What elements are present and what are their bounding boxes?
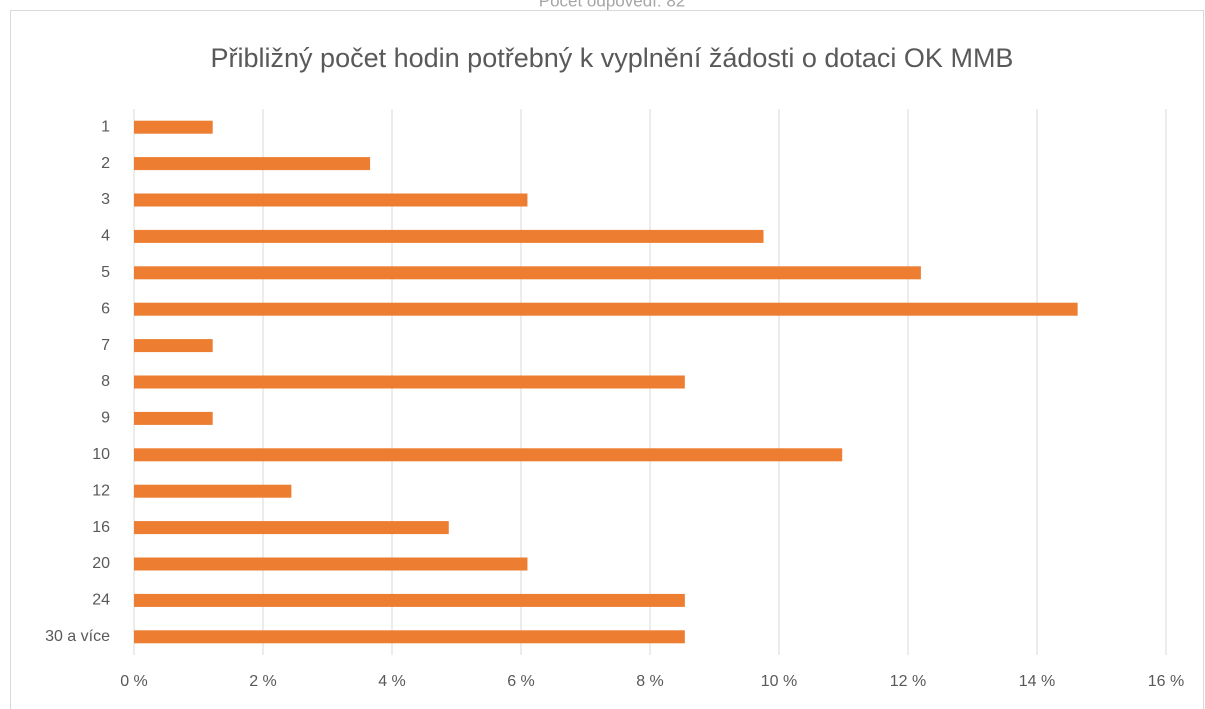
chart-title: Přibližný počet hodin potřebný k vyplněn…	[211, 43, 1014, 73]
y-tick-label: 6	[101, 300, 110, 317]
y-tick-label: 12	[92, 482, 110, 499]
y-tick-label: 10	[92, 446, 110, 463]
x-tick-label: 2 %	[249, 673, 277, 690]
y-tick-label: 4	[101, 228, 110, 245]
bar	[134, 630, 685, 644]
y-tick-label: 1	[101, 118, 110, 135]
y-tick-label: 2	[101, 155, 110, 172]
bar	[134, 229, 764, 243]
y-tick-label: 3	[101, 191, 110, 208]
bar	[134, 411, 213, 425]
y-tick-label: 16	[92, 519, 110, 536]
bar	[134, 120, 213, 134]
bar	[134, 157, 371, 171]
y-tick-label: 8	[101, 373, 110, 390]
x-tick-label: 4 %	[378, 673, 406, 690]
y-tick-label: 5	[101, 264, 110, 281]
bar	[134, 484, 292, 498]
y-tick-label: 20	[92, 555, 110, 572]
x-tick-label: 8 %	[636, 673, 664, 690]
bar	[134, 448, 843, 462]
x-tick-label: 6 %	[507, 673, 535, 690]
y-tick-label: 30 a více	[45, 628, 110, 645]
bar	[134, 593, 685, 607]
bar	[134, 521, 449, 535]
bar	[134, 339, 213, 353]
chart-subtitle: Počet odpovědí: 82	[539, 0, 686, 10]
x-tick-label: 0 %	[120, 673, 148, 690]
y-tick-label: 7	[101, 337, 110, 354]
x-tick-label: 14 %	[1019, 673, 1055, 690]
x-tick-label: 16 %	[1148, 673, 1184, 690]
bar	[134, 302, 1078, 316]
bar	[134, 266, 921, 280]
bar	[134, 375, 685, 389]
y-tick-label: 24	[92, 592, 110, 609]
x-tick-label: 12 %	[890, 673, 926, 690]
bar	[134, 193, 528, 207]
x-tick-label: 10 %	[761, 673, 797, 690]
bar	[134, 557, 528, 571]
y-tick-label: 9	[101, 410, 110, 427]
